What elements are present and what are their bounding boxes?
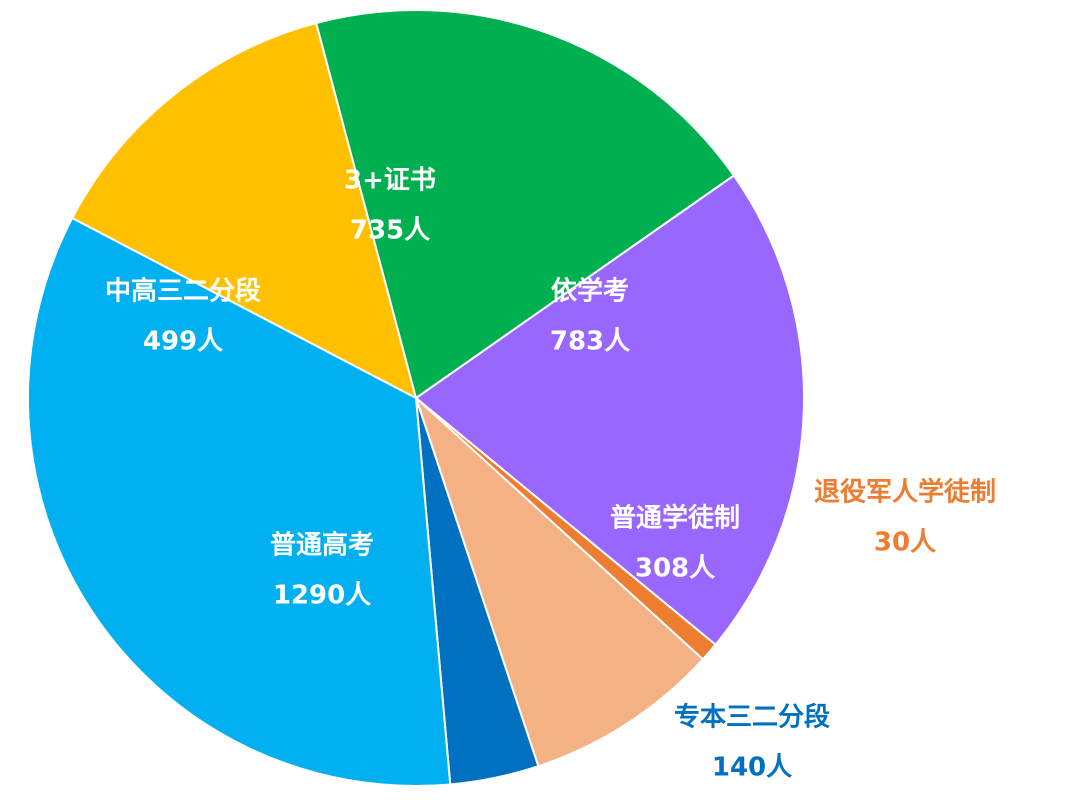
slice-value-label: 308人 — [635, 554, 715, 584]
pie-slice-6 — [70, 21, 418, 400]
pie-slices — [27, 9, 805, 788]
slice-value-label: 30人 — [874, 528, 936, 558]
slice-value-label: 140人 — [712, 753, 792, 783]
pie-slice-7 — [314, 9, 736, 400]
slice-name-label: 普通学徒制 — [610, 503, 740, 534]
pie-slice-1 — [414, 174, 805, 647]
slice-name-label: 3+证书 — [344, 166, 436, 196]
slice-value-label: 783人 — [550, 327, 630, 357]
slice-name-label: 专本三二分段 — [674, 702, 830, 733]
slice-name-label: 依学考 — [551, 276, 629, 307]
pie-slice-3 — [413, 394, 705, 768]
slice-value-label: 499人 — [143, 327, 223, 357]
pie-slice-5 — [27, 216, 452, 788]
slice-name-label: 普通高考 — [270, 530, 374, 561]
slice-value-label: 1290人 — [273, 581, 371, 611]
slice-name-label: 中高三二分段 — [105, 276, 261, 307]
slice-value-label: 735人 — [350, 216, 430, 246]
slice-name-label: 退役军人学徒制 — [814, 477, 996, 508]
